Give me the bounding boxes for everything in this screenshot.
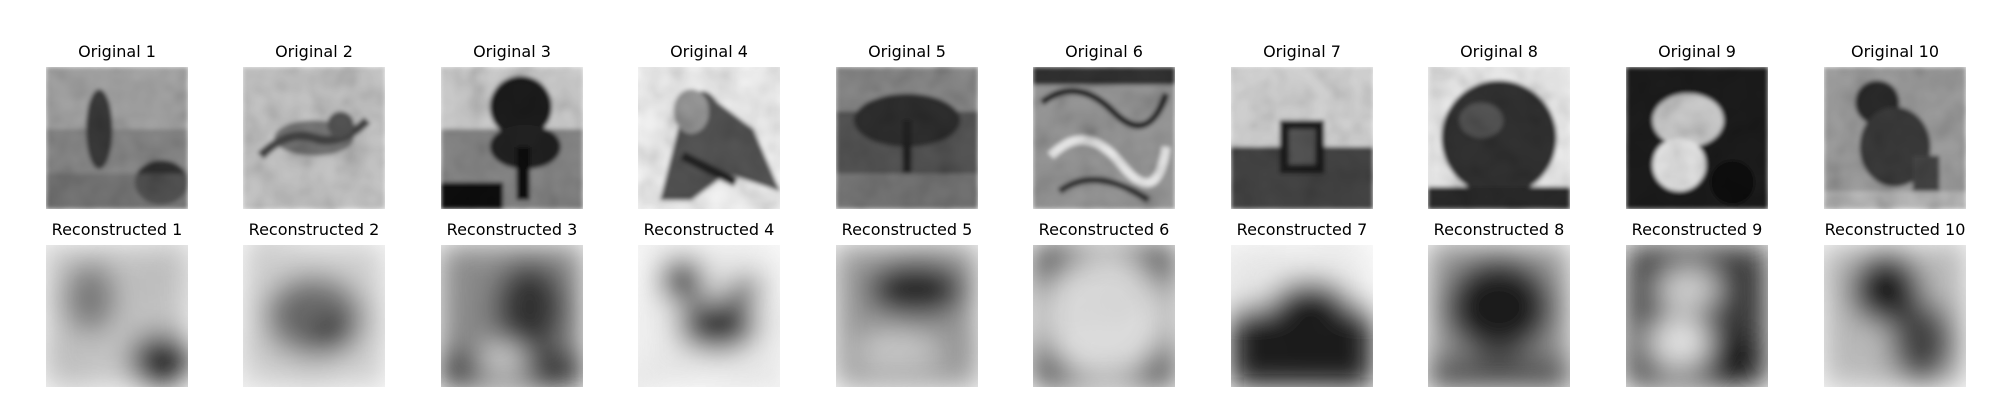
original-image-3: [441, 67, 583, 209]
original-title-3: Original 3: [473, 42, 551, 61]
original-image-7: [1231, 67, 1373, 209]
reconstructed-title-8: Reconstructed 8: [1433, 220, 1565, 239]
original-title-6: Original 6: [1065, 42, 1143, 61]
original-image-6: [1033, 67, 1175, 209]
reconstructed-title-9: Reconstructed 9: [1631, 220, 1763, 239]
original-title-7: Original 7: [1263, 42, 1341, 61]
reconstructed-title-4: Reconstructed 4: [643, 220, 775, 239]
reconstructed-title-3: Reconstructed 3: [446, 220, 578, 239]
reconstructed-image-10: [1824, 245, 1966, 387]
reconstructed-image-7: [1231, 245, 1373, 387]
original-title-9: Original 9: [1658, 42, 1736, 61]
reconstructed-image-2: [243, 245, 385, 387]
reconstructed-image-4: [638, 245, 780, 387]
original-image-10: [1824, 67, 1966, 209]
original-title-8: Original 8: [1460, 42, 1538, 61]
reconstructed-image-3: [441, 245, 583, 387]
reconstructed-image-5: [836, 245, 978, 387]
original-title-10: Original 10: [1850, 42, 1940, 61]
original-title-2: Original 2: [275, 42, 353, 61]
original-image-1: [46, 67, 188, 209]
original-image-9: [1626, 67, 1768, 209]
reconstructed-image-1: [46, 245, 188, 387]
original-image-8: [1428, 67, 1570, 209]
reconstructed-title-6: Reconstructed 6: [1038, 220, 1170, 239]
original-image-4: [638, 67, 780, 209]
reconstructed-title-10: Reconstructed 10: [1824, 220, 1966, 239]
original-title-4: Original 4: [670, 42, 748, 61]
original-image-2: [243, 67, 385, 209]
original-image-5: [836, 67, 978, 209]
original-title-5: Original 5: [868, 42, 946, 61]
reconstructed-title-2: Reconstructed 2: [248, 220, 380, 239]
reconstructed-image-9: [1626, 245, 1768, 387]
reconstructed-title-1: Reconstructed 1: [51, 220, 183, 239]
original-title-1: Original 1: [78, 42, 156, 61]
reconstructed-image-8: [1428, 245, 1570, 387]
reconstructed-title-5: Reconstructed 5: [841, 220, 973, 239]
reconstructed-image-6: [1033, 245, 1175, 387]
reconstructed-title-7: Reconstructed 7: [1236, 220, 1368, 239]
